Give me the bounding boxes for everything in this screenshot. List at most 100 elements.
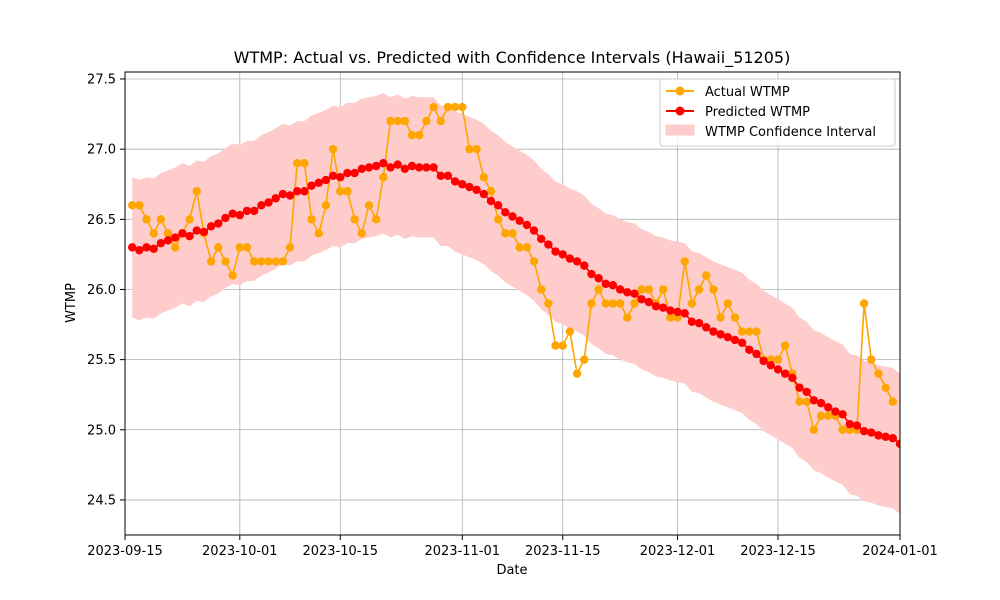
predicted-point	[651, 302, 661, 311]
actual-point	[572, 369, 582, 378]
x-tick-label: 2023-10-01	[202, 544, 278, 559]
actual-point	[371, 215, 381, 224]
actual-point	[537, 285, 546, 294]
x-tick-label: 2023-11-01	[424, 544, 500, 559]
actual-point	[515, 243, 524, 252]
actual-point	[859, 299, 869, 308]
actual-point	[472, 144, 481, 154]
predicted-point	[644, 297, 654, 307]
actual-point	[824, 411, 833, 420]
predicted-point	[845, 419, 854, 429]
legend-actual-label: Actual WTMP	[705, 85, 790, 100]
actual-point	[608, 299, 618, 308]
actual-point	[228, 271, 237, 280]
predicted-point	[192, 226, 201, 235]
predicted-point	[537, 234, 546, 244]
predicted-point	[400, 164, 410, 174]
predicted-point	[522, 220, 532, 230]
predicted-point	[171, 233, 180, 242]
predicted-point	[278, 189, 288, 199]
y-tick-label: 25.5	[87, 353, 116, 368]
actual-point	[809, 425, 819, 434]
predicted-point	[529, 226, 539, 235]
predicted-point	[666, 306, 675, 315]
actual-point	[601, 299, 610, 308]
predicted-point	[235, 210, 245, 220]
legend-box	[659, 78, 896, 147]
actual-point	[493, 215, 503, 224]
predicted-point	[723, 332, 732, 342]
actual-point	[709, 285, 718, 294]
actual-point	[658, 285, 668, 294]
predicted-point	[293, 187, 302, 196]
predicted-point	[163, 236, 173, 245]
predicted-point	[709, 327, 718, 336]
actual-point	[615, 299, 625, 308]
actual-point	[314, 229, 323, 238]
actual-series	[127, 102, 898, 434]
y-tick-label: 26.5	[87, 213, 116, 228]
predicted-point	[135, 245, 144, 255]
predicted-point	[221, 213, 230, 223]
actual-point	[716, 313, 725, 322]
y-tick-label: 27.5	[87, 73, 116, 88]
y-tick-label: 26.0	[87, 283, 116, 298]
predicted-point	[630, 289, 639, 298]
predicted-point	[888, 433, 898, 443]
predicted-point	[149, 244, 158, 253]
actual-point	[486, 187, 496, 196]
actual-point	[321, 201, 331, 210]
predicted-point	[415, 163, 424, 172]
y-axis-label: WTMP	[64, 283, 79, 323]
predicted-point	[328, 171, 338, 181]
predicted-point	[343, 168, 352, 178]
actual-point	[702, 271, 711, 280]
actual-point	[285, 243, 295, 252]
predicted-point	[544, 240, 553, 249]
predicted-point	[249, 206, 259, 216]
predicted-point	[608, 281, 618, 290]
predicted-point	[300, 187, 309, 196]
predicted-point	[572, 257, 582, 266]
predicted-point	[658, 303, 668, 312]
actual-point	[630, 299, 639, 308]
x-axis-label: Date	[496, 563, 527, 578]
actual-point	[221, 257, 230, 266]
predicted-point	[752, 349, 761, 359]
actual-point	[300, 159, 309, 168]
actual-point	[529, 257, 539, 266]
actual-point	[780, 341, 790, 350]
predicted-point	[508, 212, 517, 221]
predicted-point	[831, 407, 840, 416]
predicted-point	[702, 323, 711, 332]
actual-point	[479, 173, 488, 182]
predicted-point	[264, 198, 273, 207]
y-tick-label: 27.0	[87, 143, 116, 158]
predicted-point	[773, 365, 783, 374]
predicted-point	[142, 243, 151, 252]
predicted-point	[623, 288, 632, 297]
predicted-point	[350, 168, 359, 178]
actual-point	[795, 397, 804, 406]
actual-point	[508, 229, 517, 238]
actual-point	[149, 229, 158, 238]
actual-point	[730, 313, 740, 322]
predicted-point	[336, 173, 345, 182]
actual-point	[235, 243, 245, 252]
actual-point	[867, 355, 876, 364]
predicted-point	[178, 229, 187, 238]
actual-point	[694, 285, 704, 294]
predicted-point	[371, 161, 381, 171]
actual-point	[429, 102, 438, 112]
predicted-point	[859, 426, 869, 436]
predicted-point	[257, 201, 266, 210]
actual-point	[415, 130, 424, 140]
predicted-point	[766, 361, 776, 370]
predicted-point	[386, 163, 395, 172]
predicted-point	[881, 432, 890, 441]
actual-point	[580, 355, 589, 364]
actual-point	[816, 411, 826, 420]
y-tick-label: 25.0	[87, 423, 116, 438]
predicted-point	[716, 330, 725, 339]
